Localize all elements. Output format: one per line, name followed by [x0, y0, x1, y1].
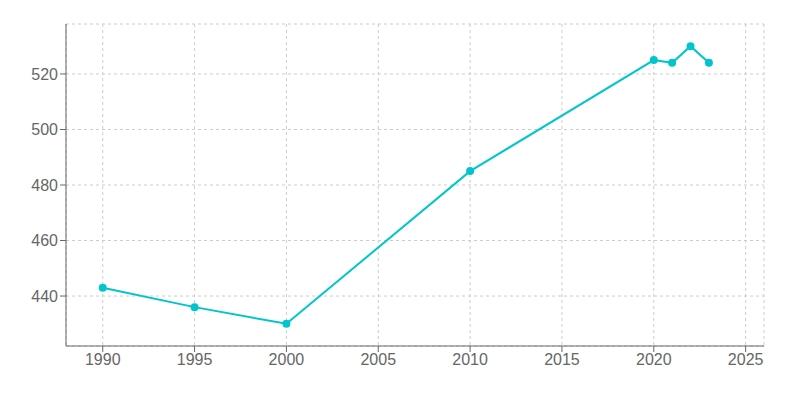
svg-text:1990: 1990: [85, 351, 121, 368]
svg-text:480: 480: [31, 177, 58, 194]
svg-text:2010: 2010: [452, 351, 488, 368]
svg-text:2025: 2025: [728, 351, 764, 368]
svg-text:440: 440: [31, 288, 58, 305]
svg-text:2005: 2005: [360, 351, 396, 368]
svg-text:1995: 1995: [177, 351, 213, 368]
svg-text:460: 460: [31, 232, 58, 249]
svg-text:2020: 2020: [636, 351, 672, 368]
svg-text:2015: 2015: [544, 351, 580, 368]
svg-text:520: 520: [31, 66, 58, 83]
svg-text:500: 500: [31, 121, 58, 138]
svg-text:2000: 2000: [269, 351, 305, 368]
